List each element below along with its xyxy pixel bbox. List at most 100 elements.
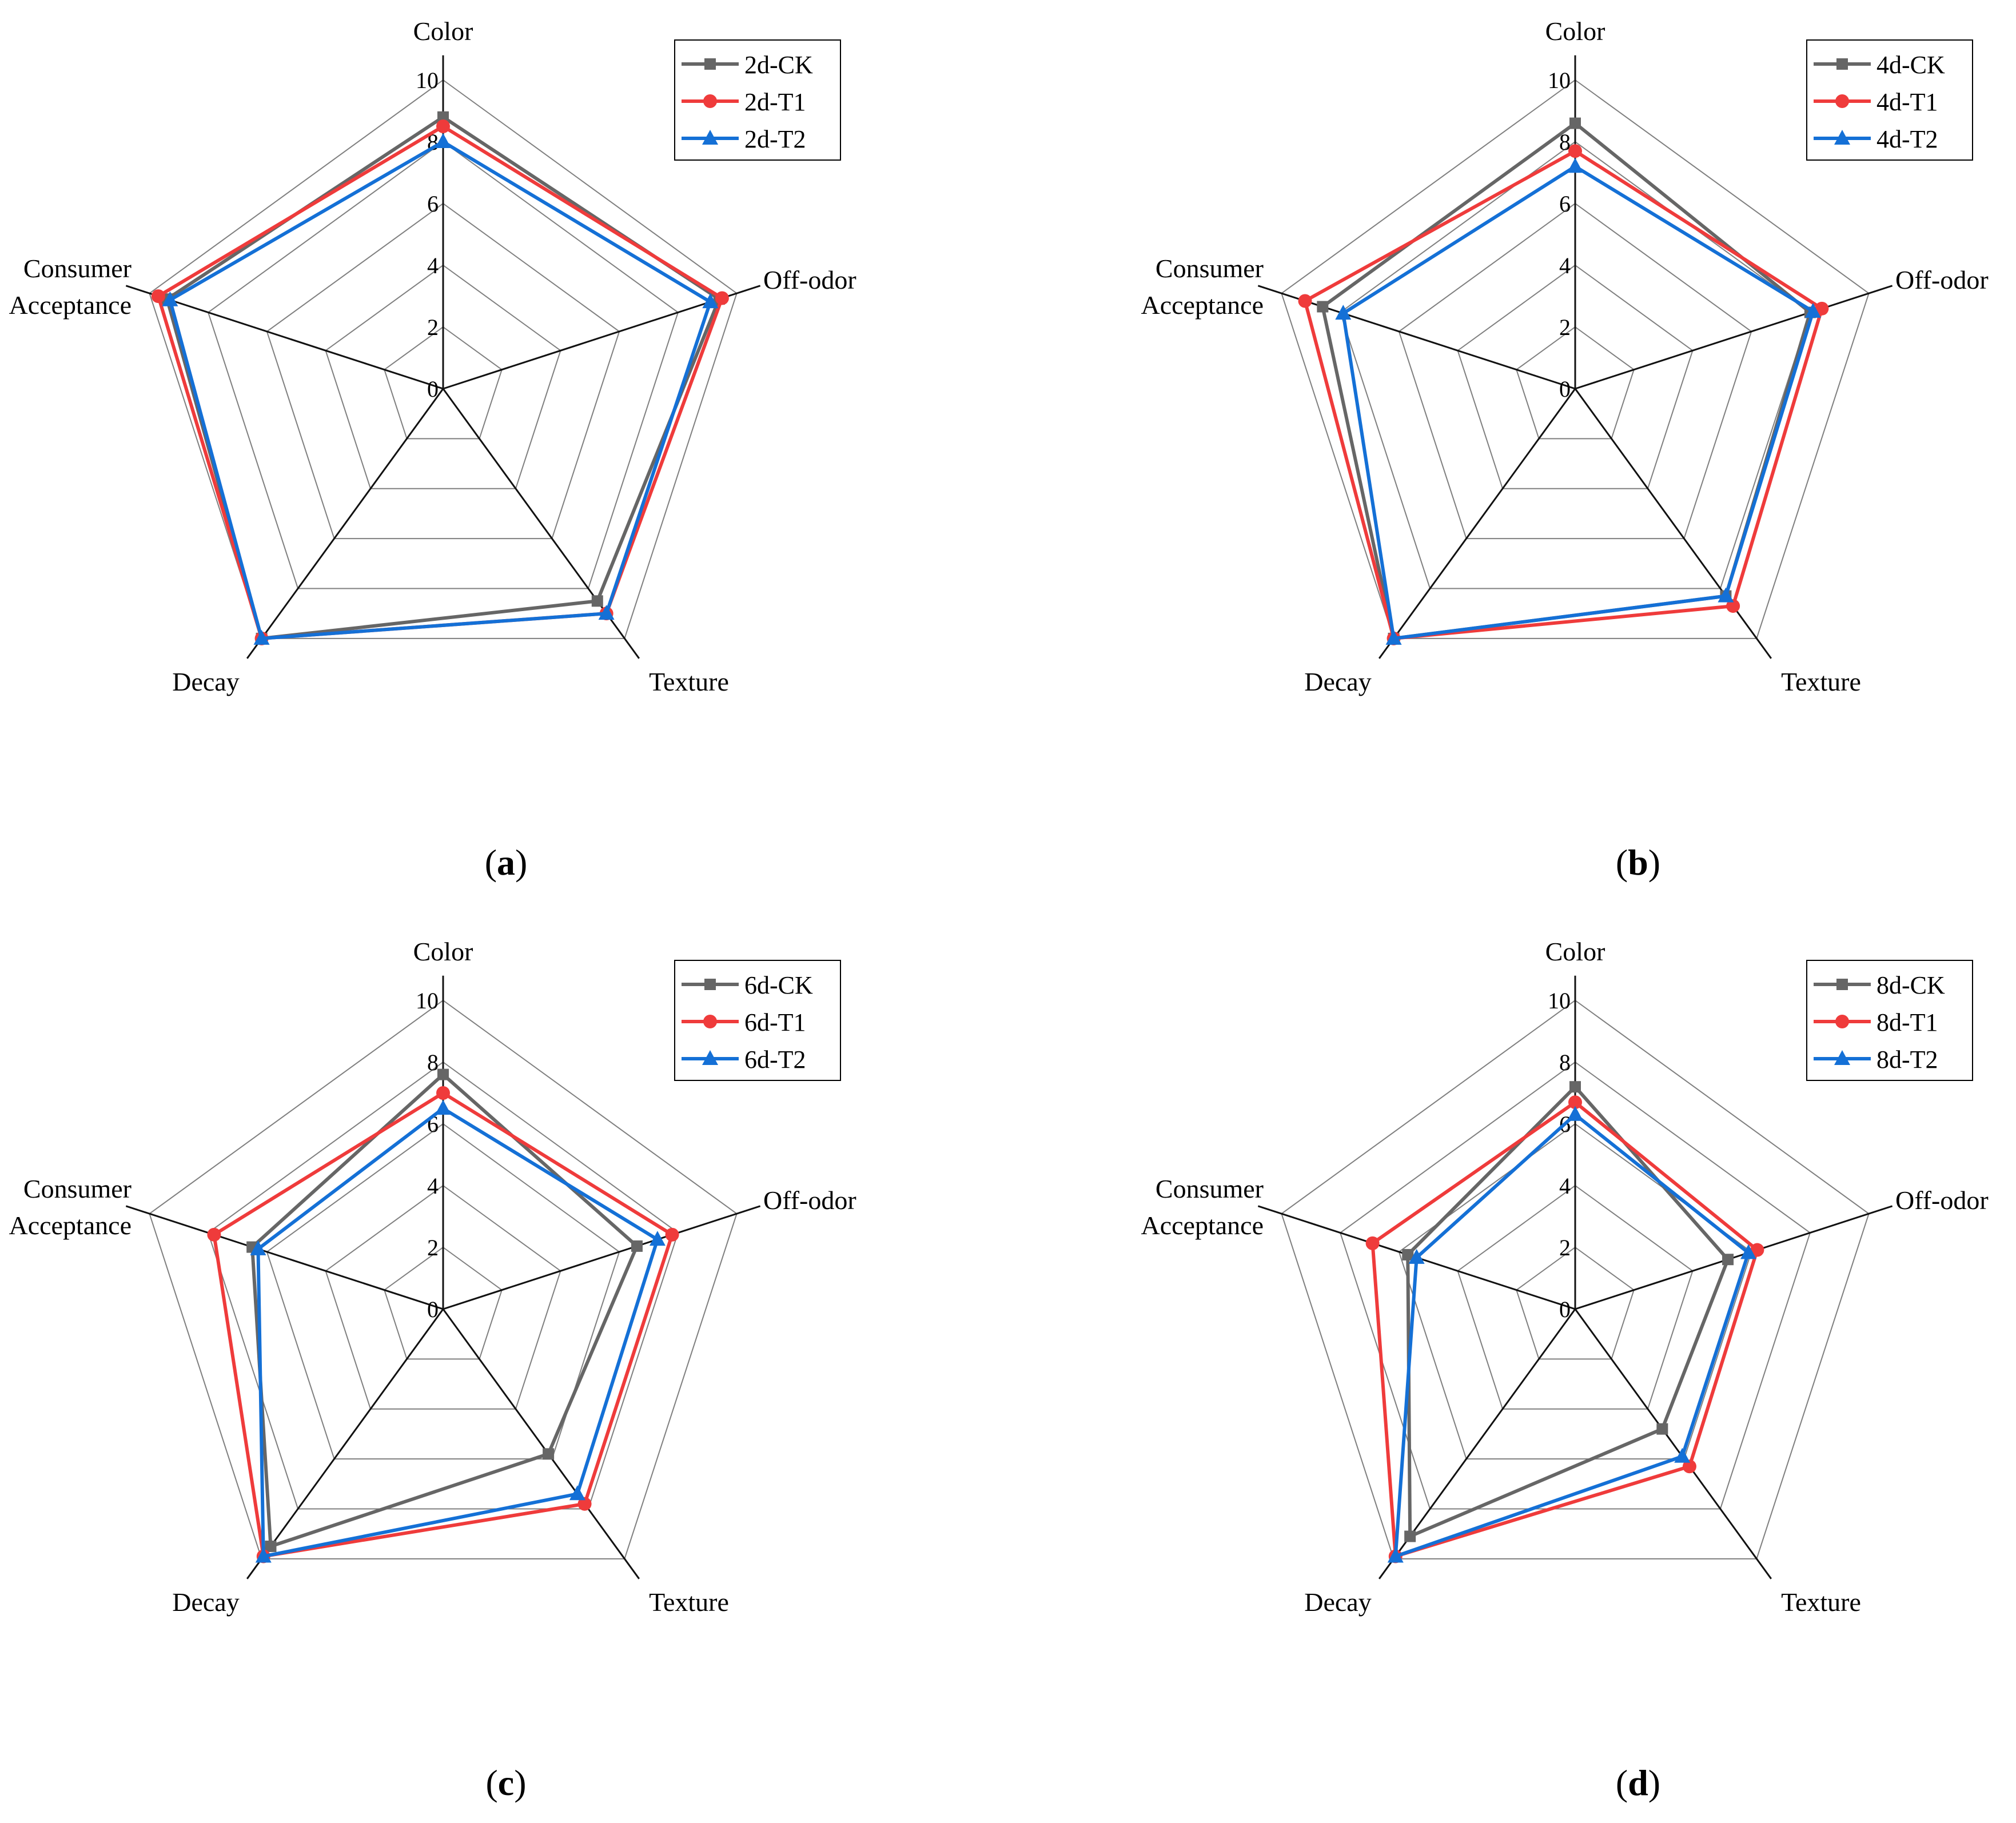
legend-marker xyxy=(702,1050,718,1065)
axis-spoke xyxy=(1575,285,1893,390)
legend: 2d-CK 2d-T1 2d-T2 xyxy=(674,39,841,161)
legend-marker xyxy=(704,58,716,70)
axis-spoke xyxy=(125,285,444,390)
axis-spoke xyxy=(443,1205,761,1310)
grid-ring-2 xyxy=(1516,1246,1635,1360)
grid-ring-10 xyxy=(149,79,738,639)
tick-label: 0 xyxy=(427,1297,439,1322)
tick-label: 2 xyxy=(427,314,439,340)
legend-label: 8d-T1 xyxy=(1876,1008,1938,1036)
legend-marker xyxy=(1835,94,1849,108)
axis-spoke xyxy=(1574,388,1772,659)
data-point-4d-T2 xyxy=(1804,302,1821,318)
axis-spoke xyxy=(1575,1205,1893,1310)
data-point-6d-T2 xyxy=(250,1240,266,1255)
grid-ring-8 xyxy=(207,141,679,589)
series-line-6d-T1 xyxy=(212,1091,674,1558)
axis-label: Off-odor xyxy=(763,1186,856,1215)
axis-label: Decay xyxy=(1304,1587,1371,1617)
legend-marker xyxy=(1834,1050,1850,1065)
series-line-4d-T2 xyxy=(1341,165,1815,640)
axis-label: Color xyxy=(1545,937,1605,966)
legend-marker xyxy=(1836,979,1848,990)
data-point-6d-CK xyxy=(437,1068,449,1080)
data-point-4d-T2 xyxy=(1567,158,1583,173)
legend-marker xyxy=(703,1015,717,1028)
data-point-8d-CK xyxy=(1722,1254,1734,1266)
legend-label: 4d-CK xyxy=(1876,51,1945,79)
series-line-8d-CK xyxy=(1406,1085,1730,1538)
data-point-8d-CK xyxy=(1656,1423,1668,1435)
data-point-6d-T2 xyxy=(435,1100,451,1115)
data-point-4d-T2 xyxy=(1335,305,1352,320)
panel-label: (a) xyxy=(485,842,528,883)
series-line-4d-T1 xyxy=(1303,149,1824,640)
data-point-8d-T2 xyxy=(1408,1248,1425,1264)
grid-ring-6 xyxy=(266,1123,620,1460)
data-point-6d-T2 xyxy=(255,1547,272,1563)
axis-label: Off-odor xyxy=(1895,265,1989,294)
data-point-8d-CK xyxy=(1569,1081,1581,1093)
series-line-6d-T2 xyxy=(256,1107,659,1558)
axis-label: Texture xyxy=(1781,1587,1861,1617)
panel-label: (d) xyxy=(1616,1762,1660,1803)
radar-panel-b: 0 2 4 6 8 10 Color Off-odor Texture Decay Consumer… xyxy=(1141,17,1988,883)
legend-label: 4d-T2 xyxy=(1876,125,1938,153)
axis-spoke xyxy=(442,1309,640,1579)
axis-label: Texture xyxy=(649,667,729,696)
grid-ring-8 xyxy=(1339,1061,1811,1510)
grid-ring-4 xyxy=(325,1184,561,1410)
legend-label: 6d-CK xyxy=(744,971,813,999)
data-point-6d-T1 xyxy=(436,1086,450,1100)
grid-ring-2 xyxy=(384,1246,503,1360)
data-point-4d-T1 xyxy=(1815,301,1829,316)
series-line-8d-T2 xyxy=(1393,1112,1751,1558)
grid-ring-6 xyxy=(1398,202,1752,540)
data-point-2d-T1 xyxy=(151,289,165,304)
legend-marker xyxy=(704,979,716,990)
legend-label: 8d-T2 xyxy=(1876,1046,1938,1074)
data-point-8d-T2 xyxy=(1740,1244,1757,1259)
data-point-8d-T2 xyxy=(1387,1547,1404,1563)
axis-label: Consumer Acceptance xyxy=(1141,254,1264,320)
data-point-6d-CK xyxy=(543,1448,555,1460)
tick-label: 4 xyxy=(427,253,439,278)
tick-label: 0 xyxy=(1559,1297,1571,1322)
grid-ring-6 xyxy=(266,202,620,540)
series-line-2d-T2 xyxy=(168,140,712,640)
data-point-6d-CK xyxy=(631,1240,643,1252)
axis-spoke xyxy=(1574,1309,1772,1579)
data-point-2d-CK xyxy=(437,111,449,123)
tick-label: 10 xyxy=(1548,988,1571,1014)
data-point-4d-T2 xyxy=(1385,629,1402,645)
axis-label: Consumer Acceptance xyxy=(1141,1174,1264,1240)
panel-label: (c) xyxy=(485,1762,526,1803)
data-point-6d-T2 xyxy=(649,1231,666,1246)
data-point-4d-T2 xyxy=(1718,587,1734,603)
tick-label: 6 xyxy=(427,191,439,217)
axis-label: Consumer Acceptance xyxy=(9,254,132,320)
axis-spoke xyxy=(246,388,444,659)
legend-label: 6d-T2 xyxy=(744,1046,806,1074)
data-point-2d-T2 xyxy=(162,291,178,306)
tick-label: 6 xyxy=(1559,191,1571,217)
series-line-8d-T1 xyxy=(1370,1100,1759,1558)
axis-label: Color xyxy=(413,17,473,46)
data-point-2d-T2 xyxy=(598,605,615,620)
data-point-8d-CK xyxy=(1404,1530,1416,1542)
data-point-8d-T1 xyxy=(1682,1459,1696,1474)
legend-marker xyxy=(1836,58,1848,70)
tick-label: 2 xyxy=(1559,314,1571,340)
grid-ring-4 xyxy=(325,264,561,489)
data-point-8d-T2 xyxy=(1674,1447,1691,1463)
data-point-8d-CK xyxy=(1402,1248,1414,1260)
tick-label: 8 xyxy=(427,1050,439,1075)
axis-label: Color xyxy=(413,937,473,966)
legend: 8d-CK 8d-T1 8d-T2 xyxy=(1806,960,1973,1081)
legend-label: 4d-T1 xyxy=(1876,88,1938,116)
radar-panel-c: 0246810ColorOff-odorTextureDecayConsumer… xyxy=(9,937,856,1803)
data-point-4d-T1 xyxy=(1298,294,1312,308)
grid-ring-2 xyxy=(1516,326,1635,440)
grid-ring-8 xyxy=(207,1061,679,1510)
